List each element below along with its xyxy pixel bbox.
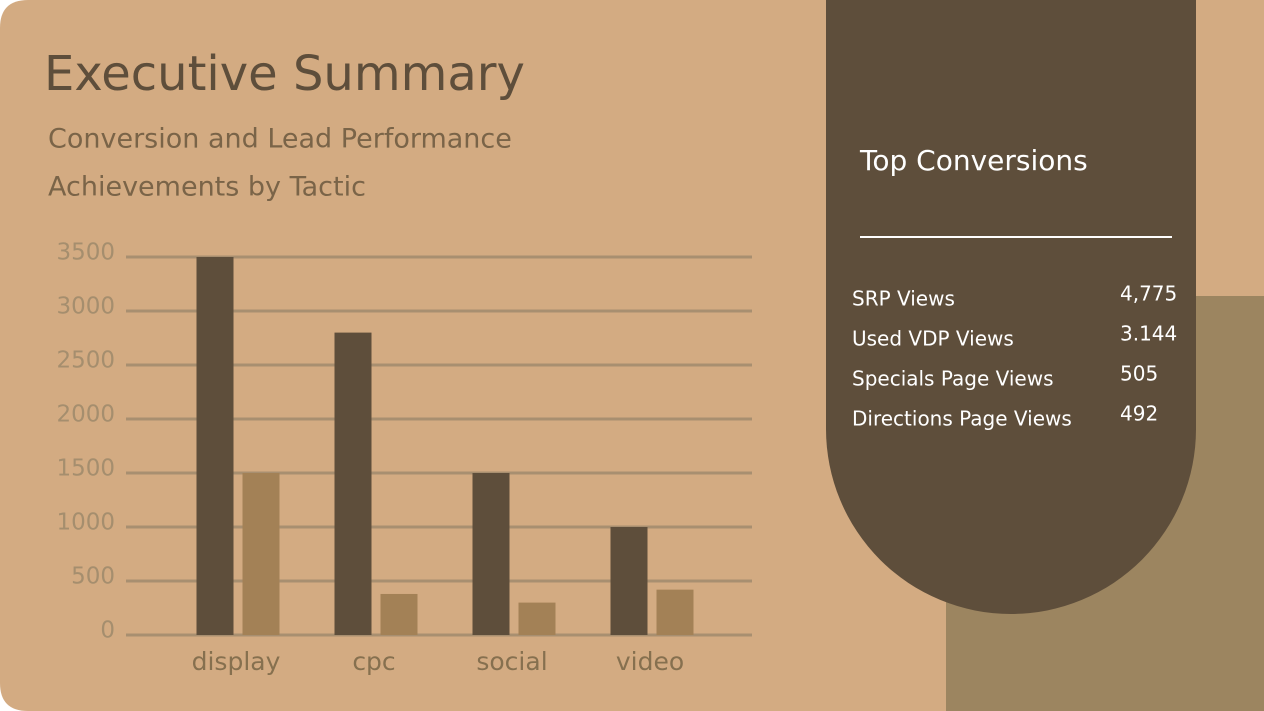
subtitle: Conversion and Lead Performance bbox=[48, 124, 512, 155]
bar bbox=[656, 589, 694, 635]
y-tick-label: 2500 bbox=[56, 348, 115, 374]
bar bbox=[242, 473, 280, 635]
conversion-value: 492 bbox=[1120, 402, 1158, 426]
y-tick-label: 500 bbox=[71, 564, 115, 590]
conversion-label: Directions Page Views bbox=[852, 407, 1072, 431]
bar bbox=[610, 527, 648, 635]
y-tick-label: 2000 bbox=[56, 402, 115, 428]
panel-title: Top Conversions bbox=[859, 144, 1088, 177]
conversion-label: Specials Page Views bbox=[852, 367, 1054, 391]
x-tick-label: cpc bbox=[352, 647, 395, 676]
conversion-value: 4,775 bbox=[1120, 282, 1177, 306]
conversion-value: 3.144 bbox=[1120, 322, 1177, 346]
bar bbox=[380, 593, 418, 635]
bar bbox=[518, 602, 556, 635]
x-tick-label: display bbox=[192, 647, 281, 676]
y-tick-label: 3500 bbox=[56, 240, 115, 266]
conversion-label: SRP Views bbox=[852, 287, 955, 311]
x-tick-label: video bbox=[616, 647, 684, 676]
chart-title: Achievements by Tactic bbox=[48, 172, 366, 203]
conversion-value: 505 bbox=[1120, 362, 1158, 386]
bar bbox=[472, 473, 510, 635]
y-tick-label: 0 bbox=[100, 618, 115, 644]
bar bbox=[196, 257, 234, 635]
conversion-label: Used VDP Views bbox=[852, 327, 1014, 351]
side-panel bbox=[826, 0, 1196, 614]
y-tick-label: 1500 bbox=[56, 456, 115, 482]
bar bbox=[334, 332, 372, 635]
x-tick-label: social bbox=[476, 647, 547, 676]
y-tick-label: 3000 bbox=[56, 294, 115, 320]
y-tick-label: 1000 bbox=[56, 510, 115, 536]
page-title: Executive Summary bbox=[44, 46, 525, 102]
